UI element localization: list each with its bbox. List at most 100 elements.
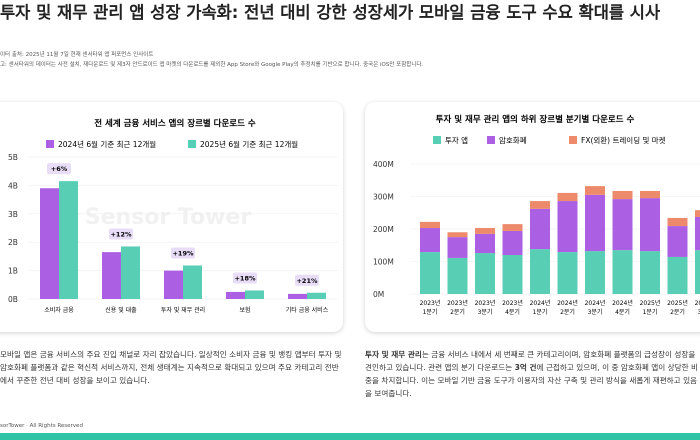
x-tick-label: 투자 및 재무 관리: [161, 306, 205, 314]
x-tick-label: 보험: [239, 306, 250, 314]
x-tick-label: 2025년3분기: [695, 299, 700, 316]
bar-segment: [557, 192, 578, 202]
x-tick-label: 2024년 2분기: [557, 299, 578, 316]
annotation: +21%: [296, 277, 317, 285]
x-tick-label: 2023년 3분기: [475, 299, 496, 316]
chart-title: 전 세계 금융 서비스 앱의 장르별 다운로드 수: [94, 118, 256, 129]
annotation: +12%: [110, 230, 131, 238]
bar-segment: [502, 255, 523, 294]
bar-segment: [667, 256, 688, 294]
annotation: +19%: [172, 249, 193, 257]
annotation: +18%: [234, 274, 255, 282]
chart: Sensor Tower 전 세계 금융 서비스 앱의 장르별 다운로드 수 202…: [8, 118, 338, 314]
bar-segment: [502, 224, 523, 231]
bar-segment: [667, 217, 688, 227]
bar-segment: [475, 233, 495, 254]
bar-segment: [667, 226, 688, 257]
bar-segment: [530, 208, 550, 250]
bar-segment: [612, 199, 633, 251]
legend-swatch: [487, 136, 495, 144]
annotation-bg: [233, 272, 257, 284]
annotation-bg: [171, 247, 195, 259]
footer-strip: [0, 433, 700, 440]
legend-swatch: [188, 140, 196, 148]
y-tick-label: 300M: [373, 193, 394, 202]
legend-swatch: [569, 136, 577, 144]
bar-segment: [695, 210, 700, 217]
bar-segment: [420, 221, 440, 229]
x-tick-label: 2024년 4분기: [612, 299, 633, 316]
bar: [307, 292, 326, 299]
bar-segment: [447, 257, 468, 294]
x-tick-label: 2024년 1분기: [530, 299, 551, 316]
chart-card: Sensor Tower 전 세계 금융 서비스 앱의 장르별 다운로드 수 202…: [0, 102, 343, 332]
y-tick-label: 400M: [373, 160, 394, 169]
bar-segment: [530, 249, 550, 294]
x-tick-label: 2023년 4분기: [502, 299, 523, 316]
paragraph: 투자 및 재무 관리는 금융 서비스 내에서 세 번째로 큰 카테고리이며, 암…: [365, 348, 700, 404]
bar: [245, 290, 264, 299]
y-tick-label: 5B: [8, 153, 18, 162]
bar-segment: [585, 251, 605, 294]
bar-segment: [420, 228, 440, 253]
x-tick-label: 2025년 1분기: [640, 299, 661, 316]
footer: sorTower · All Rights Reserved: [0, 423, 83, 429]
y-tick-label: 100M: [373, 258, 394, 267]
legend-label: 암호화폐: [499, 135, 527, 145]
y-tick-label: 200M: [373, 225, 394, 234]
bar: [59, 181, 78, 299]
emphasis: 3억 건: [514, 363, 537, 372]
legend-label: 투자 앱: [445, 136, 468, 145]
bar: [121, 246, 140, 299]
bar-segment: [640, 198, 660, 252]
bar-segment: [420, 252, 440, 294]
x-tick-label: 신용 및 대출: [105, 306, 137, 314]
bar-segment: [612, 190, 633, 200]
bar-segment: [695, 250, 700, 294]
chart: 투자 및 재무 관리 앱의 하위 장르별 분기별 다운로드 수투자 앱 암호화폐 F…: [373, 114, 700, 316]
bar-segment: [475, 228, 495, 234]
page-title: 투자 및 재무 관리 앱 성장 가속화: 전년 대비 강한 성장세가 모바일 금…: [0, 3, 661, 22]
bar-segment: [695, 216, 700, 251]
bar-segment: [557, 201, 578, 253]
text: 에 근접하고 있으며, 이 중 암호화폐 앱이 상당한 비중을 차지합니다. 이…: [365, 363, 698, 398]
legend-label: 2024년 6월 기준 최근 12개월: [58, 139, 156, 149]
emphasis: 투자 및 재무 관리: [365, 350, 422, 359]
y-tick-label: 1B: [8, 267, 18, 276]
bar-segment: [475, 253, 495, 294]
bar-segment: [640, 251, 660, 294]
annotation-bg: [47, 163, 71, 175]
x-tick-label: 2023년 2분기: [447, 299, 468, 316]
bar-segment: [640, 190, 660, 199]
legend-swatch: [433, 136, 441, 144]
bar-segment: [530, 201, 550, 209]
bar-segment: [502, 230, 523, 255]
x-tick-label: 2024년 3분기: [585, 299, 606, 316]
x-tick-label: 2023년 1분기: [420, 299, 441, 316]
paragraph: 모바일 앱은 금융 서비스의 주요 진입 채널로 자리 잡았습니다. 일상적인 …: [0, 350, 342, 385]
bar: [183, 265, 202, 299]
bar-segment: [612, 250, 633, 294]
annotation: +6%: [51, 165, 68, 173]
bar: [226, 291, 245, 299]
bar: [288, 293, 307, 299]
y-tick-label: 2B: [8, 238, 18, 247]
y-tick-label: 0B: [8, 295, 18, 304]
y-tick-label: 3B: [8, 210, 18, 219]
source: 이터 출처: 2025년 11월 7일 현재 센서타워 앱 퍼포먼스 인사이트: [0, 52, 154, 58]
y-tick-label: 0M: [373, 290, 384, 299]
annotation-bg: [295, 274, 319, 286]
bar: [102, 252, 121, 299]
watermark: Sensor Tower: [85, 205, 252, 230]
bar-segment: [447, 232, 468, 238]
text: 는 금융 서비스 내에서 세 번째로 큰 카테고리이며, 암호화폐 플랫폼의 급…: [365, 350, 696, 372]
y-tick-label: 4B: [8, 181, 18, 190]
note: 고: 센서타워의 데이터는 사전 설치, 재다운로드 및 제3자 안드로이드 앱…: [0, 62, 424, 68]
bar-segment: [557, 252, 578, 294]
bar: [164, 270, 183, 299]
legend-swatch: [46, 140, 54, 148]
bar-segment: [585, 194, 605, 252]
bar-segment: [447, 237, 468, 258]
bar: [40, 188, 59, 299]
